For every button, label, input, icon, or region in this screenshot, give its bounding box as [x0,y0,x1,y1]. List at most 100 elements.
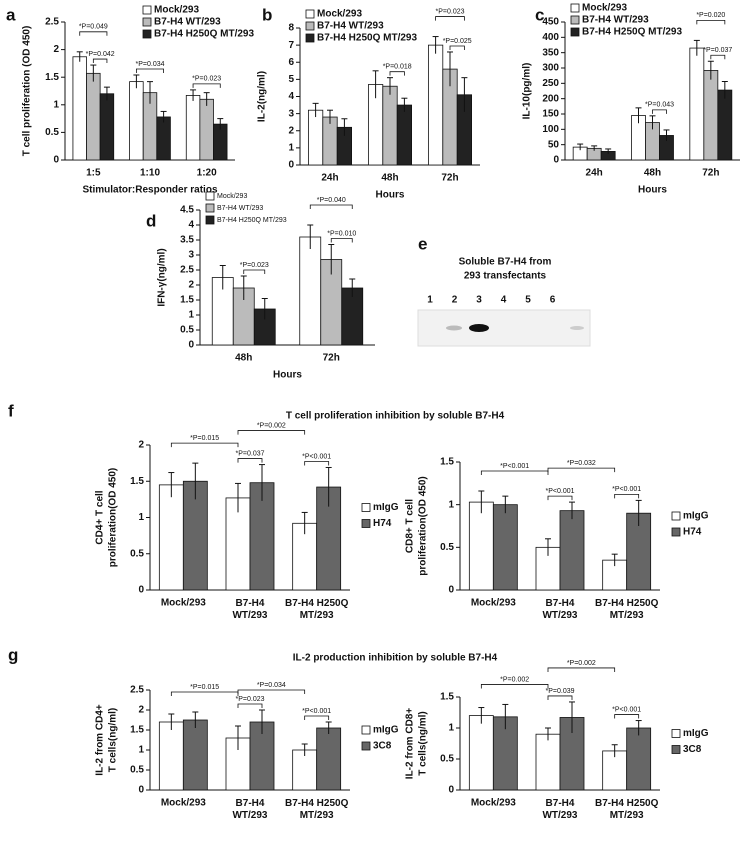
bar [299,236,322,346]
y-axis-title: CD8+ T cell [405,499,416,553]
y-axis-title: T cell proliferation (OD 450) [22,26,33,157]
bar [626,727,652,791]
y-tick-label: 0.5 [130,548,144,559]
legend-swatch [570,3,580,13]
y-tick-label: 0.5 [440,542,454,553]
y-tick-label: 0 [138,785,144,796]
y-tick-label: 350 [542,47,559,58]
legend-swatch [671,527,681,537]
lane-label: 2 [452,295,458,306]
y-tick-label: 1 [138,745,144,756]
significance-bracket [304,715,330,720]
y-tick-label: 3 [188,250,194,261]
y-tick-label: 3 [288,108,294,119]
annotation: *P=0.049 [79,24,108,31]
legend-label: mIgG [683,511,709,522]
y-tick-label: 200 [542,93,559,104]
y-tick-label: 300 [542,63,559,74]
x-tick-label: 48h [381,173,398,184]
y-tick-label: 4.5 [180,205,194,216]
annotation: *P=0.015 [190,435,219,442]
significance-bracket [237,430,306,435]
panel-letter: e [418,234,427,253]
legend-swatch [671,729,681,738]
x-tick-label: Mock/293 [161,598,206,609]
annotation: *P=0.015 [190,684,219,691]
legend-swatch [142,29,152,39]
y-axis-title: IFN-γ(ng/ml) [157,248,168,306]
y-tick-label: 2.5 [180,265,194,276]
x-tick-label: 24h [586,168,603,179]
annotation: *P=0.042 [86,51,115,58]
significance-bracket [92,58,108,64]
significance-bracket [449,45,465,50]
blot-band [446,325,462,331]
legend-label: H74 [373,518,392,529]
y-tick-label: 1 [53,99,59,110]
y-axis-title: IL-2 from CD8+ [405,708,416,780]
legend-label: B7-H4 H250Q MT/293 [582,27,682,38]
significance-bracket [136,68,164,73]
x-tick-label: 72h [441,173,458,184]
legend-label: B7-H4 WT/293 [582,15,649,26]
y-axis-title: IL-2(ng/ml) [257,71,268,122]
y-tick-label: 0 [53,155,59,166]
y-tick-label: 1.5 [440,692,454,703]
x-tick-label: B7-H4 WT/293 [232,798,267,821]
y-tick-label: 2 [288,125,294,136]
y-axis-title: proliferation(OD 450) [108,468,119,567]
y-tick-label: 0 [448,785,454,796]
annotation: *P=0.002 [567,660,596,667]
significance-bracket [547,695,573,700]
legend-swatch [361,519,371,528]
blot-membrane [417,309,591,347]
legend-label: 3C8 [683,744,702,755]
section-title: IL-2 production inhibition by soluble B7… [293,653,498,664]
legend-label: mIgG [373,502,399,513]
legend-swatch [305,21,315,31]
significance-bracket [170,442,239,448]
legend-label: H74 [683,527,702,538]
annotation: *P=0.034 [257,682,286,689]
bar [492,504,518,591]
legend-label: B7-H4 H250Q MT/293 [154,29,254,40]
y-tick-label: 3.5 [180,235,194,246]
blot-band [469,324,489,332]
y-tick-label: 450 [542,17,559,28]
legend-label: mIgG [683,728,709,739]
significance-bracket [480,470,549,476]
legend-label: B7-H4 WT/293 [317,21,384,32]
legend-label: Mock/293 [582,3,627,14]
significance-bracket [330,238,353,243]
legend-swatch [671,745,681,754]
bar [99,93,115,161]
legend-label: Mock/293 [317,9,362,20]
legend-label: B7-H4 H250Q MT/293 [217,217,287,224]
legend-swatch [305,33,315,43]
x-tick-label: 1:5 [86,168,101,179]
x-tick-label: B7-H4 H250Q MT/293 [595,598,659,621]
y-tick-label: 4 [288,91,294,102]
bar [316,727,342,791]
bar [292,522,318,591]
y-tick-label: 1.5 [45,72,59,83]
significance-bracket [614,494,640,499]
annotation: *P<0.001 [500,463,529,470]
lane-label: 5 [525,295,531,306]
significance-bracket [480,684,549,689]
y-tick-label: 2 [188,280,194,291]
x-tick-label: 48h [644,168,661,179]
lane-label: 4 [501,295,507,306]
significance-bracket [389,71,405,76]
bar [185,95,201,161]
x-tick-label: 1:10 [140,168,160,179]
y-tick-label: 100 [542,124,559,135]
annotation: *P=0.039 [546,688,575,695]
x-tick-label: B7-H4 WT/293 [542,598,577,621]
x-axis-title: Hours [273,370,302,381]
legend-swatch [205,215,215,225]
x-tick-label: B7-H4 WT/293 [232,598,267,621]
y-axis-title: IL-2 from CD4+ [95,704,106,776]
bar [535,733,561,791]
annotation: *P=0.002 [500,676,529,683]
